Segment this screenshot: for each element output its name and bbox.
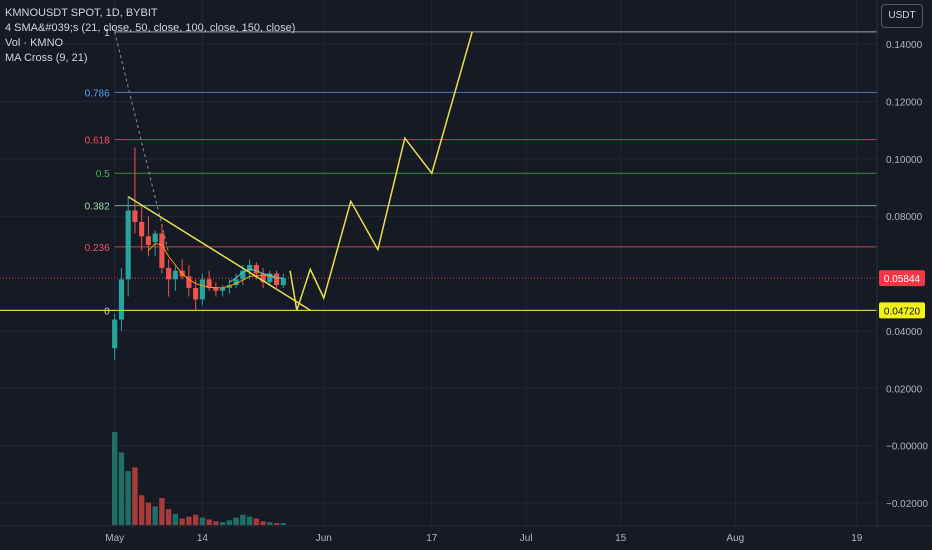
support-price-label: 0.04720 xyxy=(884,306,921,317)
candle-body xyxy=(112,319,118,349)
volume-indicator-label[interactable]: Vol · KMNO xyxy=(5,37,64,49)
candle-body xyxy=(240,270,246,280)
fib-diagonal xyxy=(114,31,170,254)
candle-body xyxy=(199,279,205,300)
candle-body xyxy=(226,285,232,288)
time-tick-label: 17 xyxy=(426,533,438,544)
volume-bar xyxy=(165,509,172,525)
candlesticks xyxy=(112,147,286,360)
volume-bar xyxy=(192,514,199,525)
candle-body xyxy=(159,233,165,268)
time-tick-label: Jul xyxy=(520,533,533,544)
sma-line xyxy=(148,242,284,289)
price-tick-label: 0.14000 xyxy=(886,40,923,51)
price-tick-label: 0.12000 xyxy=(886,98,923,109)
currency-button[interactable]: USDT xyxy=(881,4,923,28)
fib-level-label: 0.236 xyxy=(85,243,110,254)
fib-retracement: 1 0.786 0.618 0.5 0.382 0.236 0 xyxy=(0,28,877,317)
fib-level-label: 0.618 xyxy=(85,136,110,147)
price-tick-label: −0.00000 xyxy=(886,442,928,453)
drawings xyxy=(0,31,877,311)
projection-path xyxy=(289,31,473,311)
volume-bar xyxy=(138,495,145,525)
volume-bar xyxy=(206,519,212,525)
price-tick-label: 0.10000 xyxy=(886,155,923,166)
volume-bar xyxy=(159,498,165,525)
candle-body xyxy=(233,279,239,286)
candle-body xyxy=(152,233,158,243)
candle-body xyxy=(118,279,124,320)
fib-level-label: 1 xyxy=(104,28,110,39)
volume-bar xyxy=(132,467,138,525)
time-axis[interactable]: May 14 Jun 17 Jul 15 Aug 19 xyxy=(0,525,932,550)
ma-cross-line xyxy=(229,268,284,283)
grid-lines xyxy=(0,0,877,526)
candle-body xyxy=(139,221,145,237)
candle-body xyxy=(220,287,226,291)
candle-body xyxy=(125,210,131,280)
volume-bar xyxy=(253,518,260,525)
volume-bar xyxy=(125,471,131,525)
volume-bar xyxy=(186,516,192,525)
volume-bar xyxy=(280,523,287,525)
volume-bar xyxy=(260,521,266,525)
volume-bar xyxy=(246,516,253,525)
current-price-label: 0.05844 xyxy=(884,274,921,285)
price-tick-label: 0.04000 xyxy=(886,327,923,338)
candle-body xyxy=(166,267,172,280)
volume-bar xyxy=(118,452,125,525)
price-axis[interactable]: 0.14000 0.12000 0.10000 0.08000 0.04000 0.020… xyxy=(876,0,932,550)
candle-body xyxy=(145,236,151,245)
descending-trendline xyxy=(127,196,311,311)
candle-body xyxy=(172,270,178,280)
volume-bar xyxy=(233,517,239,525)
volume-bar xyxy=(111,432,118,525)
candle-body xyxy=(247,265,253,271)
fib-level-label: 0.5 xyxy=(96,169,110,180)
fib-level-label: 0.786 xyxy=(85,88,110,99)
chart-legend: KMNOUSDT SPOT, 1D, BYBIT 4 SMA&#039;s (2… xyxy=(5,6,295,66)
candle-body xyxy=(193,287,199,300)
candle-body xyxy=(132,210,138,222)
volume-bar xyxy=(273,523,280,525)
volume-bars xyxy=(111,432,287,525)
volume-bar xyxy=(172,513,179,525)
price-tick-label: 0.08000 xyxy=(886,212,923,223)
candle-body xyxy=(253,265,259,274)
candle-body xyxy=(274,273,280,286)
price-tick-label: 0.02000 xyxy=(886,384,923,395)
candle-body xyxy=(280,278,286,286)
candle-body xyxy=(267,273,273,283)
volume-bar xyxy=(226,520,233,525)
volume-bar xyxy=(240,514,246,525)
symbol-title[interactable]: KMNOUSDT SPOT, 1D, BYBIT xyxy=(5,7,158,19)
current-price-badge xyxy=(879,270,925,287)
volume-bar xyxy=(179,518,185,525)
candle-body xyxy=(213,287,219,291)
candle-body xyxy=(186,276,192,288)
time-tick-label: 19 xyxy=(851,533,863,544)
price-tick-label: −0.02000 xyxy=(886,499,928,510)
fib-level-label: 0 xyxy=(104,306,110,317)
candle-body xyxy=(206,279,212,288)
volume-bar xyxy=(145,502,152,525)
ma-cross-indicator-label[interactable]: MA Cross (9, 21) xyxy=(5,52,88,64)
time-tick-label: 15 xyxy=(615,533,627,544)
fib-level-label: 0.382 xyxy=(85,202,110,213)
volume-bar xyxy=(152,506,158,525)
candle-body xyxy=(260,273,266,283)
volume-bar xyxy=(219,522,226,525)
time-tick-label: May xyxy=(105,533,124,544)
time-tick-label: 14 xyxy=(197,533,209,544)
indicator-lines xyxy=(148,242,284,289)
time-tick-label: Aug xyxy=(726,533,744,544)
volume-bar xyxy=(213,521,219,525)
time-tick-label: Jun xyxy=(316,533,332,544)
support-price-badge xyxy=(879,302,925,319)
volume-bar xyxy=(267,522,273,525)
sma-indicator-label[interactable]: 4 SMA&#039;s (21, close, 50, close, 100,… xyxy=(5,22,296,34)
time-axis-bg xyxy=(0,526,932,550)
volume-bar xyxy=(199,517,206,525)
